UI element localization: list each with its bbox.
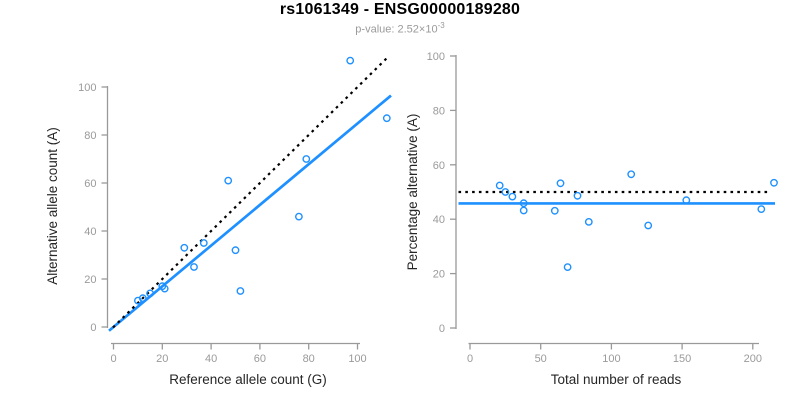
data-point (199, 239, 208, 247)
panel-allele-counts: 0 20 40 60 80 100 0 20 40 60 80 100 Reference allele… (45, 55, 392, 387)
y-axis-title: Alternative allele count (A) (45, 127, 60, 285)
x-tick-label: 100 (348, 353, 366, 365)
x-tick-label: 50 (535, 353, 547, 365)
data-point (556, 179, 565, 188)
y-tick-label: 100 (427, 51, 445, 63)
expected-line (112, 55, 390, 329)
data-point (501, 188, 510, 196)
x-axis-title: Reference allele count (G) (169, 372, 327, 387)
x-tick-label: 60 (254, 353, 266, 365)
data-point (550, 206, 559, 215)
data-point (160, 284, 169, 293)
x-tick-label: 0 (467, 353, 473, 365)
y-tick-label: 0 (90, 322, 96, 334)
data-point (563, 263, 572, 271)
y-tick-label: 80 (433, 105, 445, 117)
data-point (519, 199, 528, 208)
y-tick-label: 100 (78, 82, 96, 94)
data-point (519, 206, 528, 215)
data-point (770, 178, 778, 187)
data-point (382, 114, 391, 123)
x-tick-label: 200 (744, 353, 762, 365)
data-point (627, 170, 636, 179)
data-point (224, 176, 233, 185)
y-tick-label: 20 (84, 274, 96, 286)
fit-line (108, 94, 392, 332)
x-tick-label: 100 (602, 353, 620, 365)
x-tick-label: 20 (156, 353, 168, 365)
p-value-label: p-value: (355, 23, 398, 36)
y-tick-label: 60 (433, 160, 445, 172)
y-tick-label: 0 (439, 323, 445, 335)
data-point (158, 282, 167, 291)
data-point (294, 212, 303, 221)
y-axis-title: Percentage alternative (A) (405, 114, 420, 271)
p-value-base: 2.52×10 (397, 23, 438, 36)
y-tick-label: 40 (84, 226, 96, 238)
y-tick-label: 40 (433, 214, 445, 226)
data-point (495, 181, 504, 190)
x-tick-label: 40 (205, 353, 217, 365)
x-axis-title: Total number of reads (551, 372, 682, 387)
data-point (236, 287, 245, 295)
data-point (508, 192, 517, 201)
y-tick-label: 60 (84, 178, 96, 190)
data-point (584, 217, 593, 226)
y-tick-label: 80 (84, 130, 96, 142)
data-point (757, 205, 766, 214)
x-tick-label: 150 (673, 353, 691, 365)
data-point (180, 243, 189, 252)
x-tick-label: 0 (110, 353, 116, 365)
data-point (190, 263, 198, 271)
x-tick-label: 80 (303, 353, 315, 365)
data-point (302, 155, 311, 163)
data-point (346, 56, 355, 65)
chart-title: rs1061349 - ENSG00000189280 (279, 1, 521, 18)
data-point (682, 196, 691, 205)
data-point (573, 191, 582, 200)
p-value-exponent: -3 (437, 21, 445, 30)
data-point (644, 221, 653, 230)
data-point (146, 289, 155, 298)
data-point (138, 294, 147, 303)
y-tick-label: 20 (433, 269, 445, 281)
panel-percentage-vs-coverage: 0 50 100 150 200 0 20 40 60 80 100 Total number of … (405, 51, 778, 387)
chart-subtitle: p-value: 2.52×10-3 (0, 21, 800, 36)
data-point (231, 246, 240, 255)
